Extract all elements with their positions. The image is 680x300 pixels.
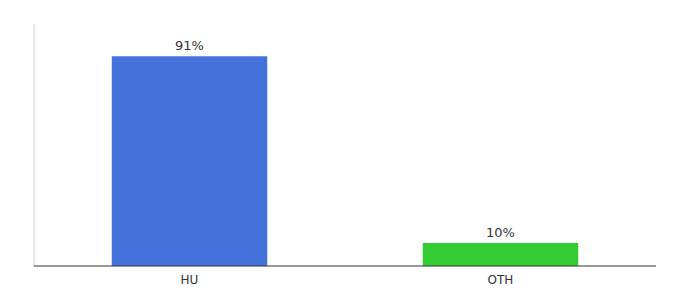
x-tick-label: HU	[181, 273, 199, 287]
chart-container: HU OTH 91% 10%	[0, 0, 680, 300]
bar	[112, 56, 268, 266]
x-tick-label: OTH	[488, 273, 514, 287]
data-label: 91%	[175, 38, 204, 53]
y-axis-line	[34, 24, 35, 266]
x-axis-line	[34, 266, 656, 267]
bars	[112, 56, 579, 266]
data-label: 10%	[486, 225, 515, 240]
chart-svg: HU OTH 91% 10%	[0, 0, 680, 300]
bar	[423, 243, 579, 266]
